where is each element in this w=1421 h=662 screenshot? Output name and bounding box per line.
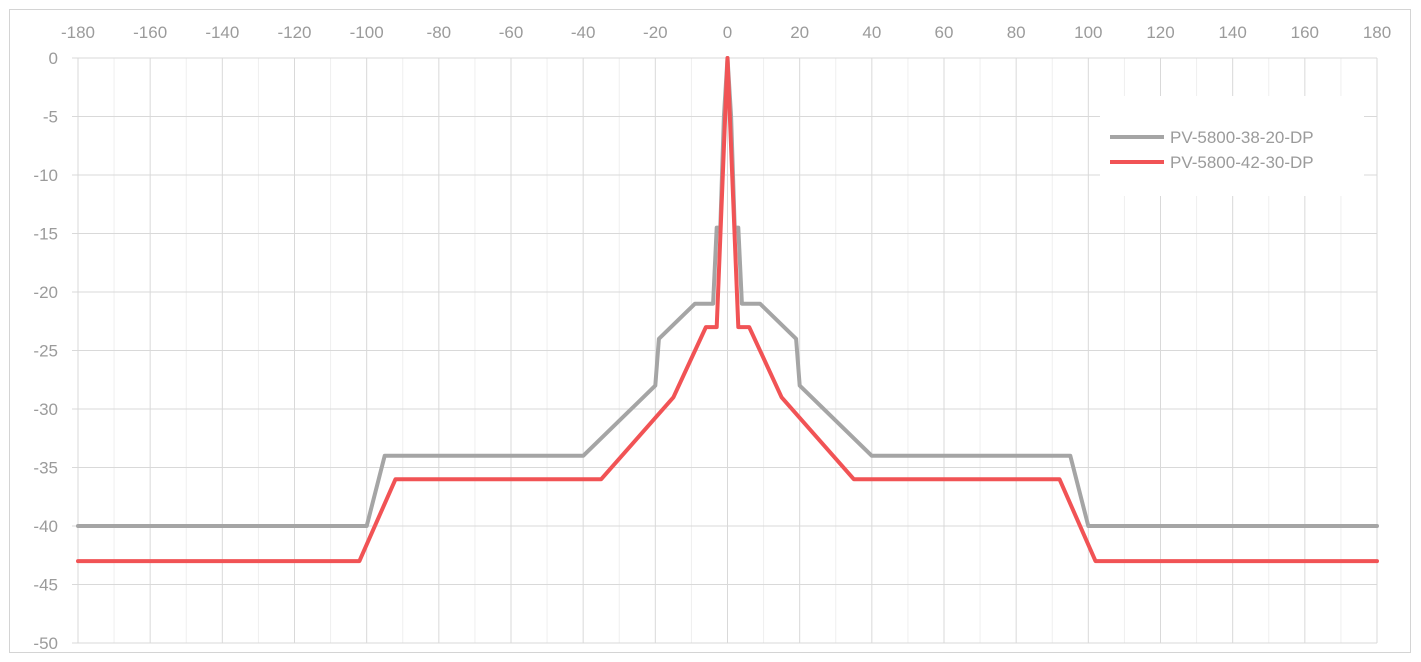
x-tick-label: -180 <box>61 23 95 42</box>
x-tick-label: -160 <box>133 23 167 42</box>
y-tick-label: -15 <box>33 225 58 244</box>
x-tick-label: 80 <box>1007 23 1026 42</box>
legend-label-1: PV-5800-42-30-DP <box>1170 153 1314 172</box>
y-tick-label: -20 <box>33 283 58 302</box>
major-gridlines <box>72 57 1378 644</box>
x-tick-label: -120 <box>277 23 311 42</box>
y-tick-label: -10 <box>33 166 58 185</box>
y-tick-label: -40 <box>33 517 58 536</box>
x-tick-label: 40 <box>862 23 881 42</box>
y-tick-label: -5 <box>43 108 58 127</box>
y-tick-label: 0 <box>49 49 58 68</box>
y-tick-label: -30 <box>33 400 58 419</box>
x-tick-label: -60 <box>499 23 524 42</box>
x-tick-label: -100 <box>350 23 384 42</box>
x-tick-label: 160 <box>1291 23 1319 42</box>
y-tick-label: -45 <box>33 576 58 595</box>
y-tick-label: -25 <box>33 342 58 361</box>
y-tick-label: -35 <box>33 459 58 478</box>
x-tick-label: 180 <box>1363 23 1391 42</box>
x-axis-tick-labels: -180 -160 -140 -120 -100 -80 -60 -40 -20 0 20 40 60 8… <box>61 23 1391 42</box>
x-tick-label: 60 <box>935 23 954 42</box>
legend-label-0: PV-5800-38-20-DP <box>1170 128 1314 147</box>
x-tick-label: 120 <box>1146 23 1174 42</box>
legend: PV-5800-38-20-DP PV-5800-42-30-DP <box>1100 96 1364 196</box>
x-tick-label: -140 <box>205 23 239 42</box>
x-tick-label: 0 <box>723 23 732 42</box>
y-tick-label: -50 <box>33 634 58 653</box>
y-axis-tick-labels: 0 -5 -10 -15 -20 -25 -30 -35 -40 -45 -50 <box>33 49 58 653</box>
x-tick-label: -80 <box>427 23 452 42</box>
x-tick-label: 20 <box>790 23 809 42</box>
series-lines <box>76 56 1379 564</box>
legend-background <box>1100 96 1364 196</box>
series-line-1 <box>76 56 1379 564</box>
x-tick-label: 100 <box>1074 23 1102 42</box>
x-tick-label: 140 <box>1218 23 1246 42</box>
x-tick-label: -40 <box>571 23 596 42</box>
x-tick-label: -20 <box>643 23 668 42</box>
